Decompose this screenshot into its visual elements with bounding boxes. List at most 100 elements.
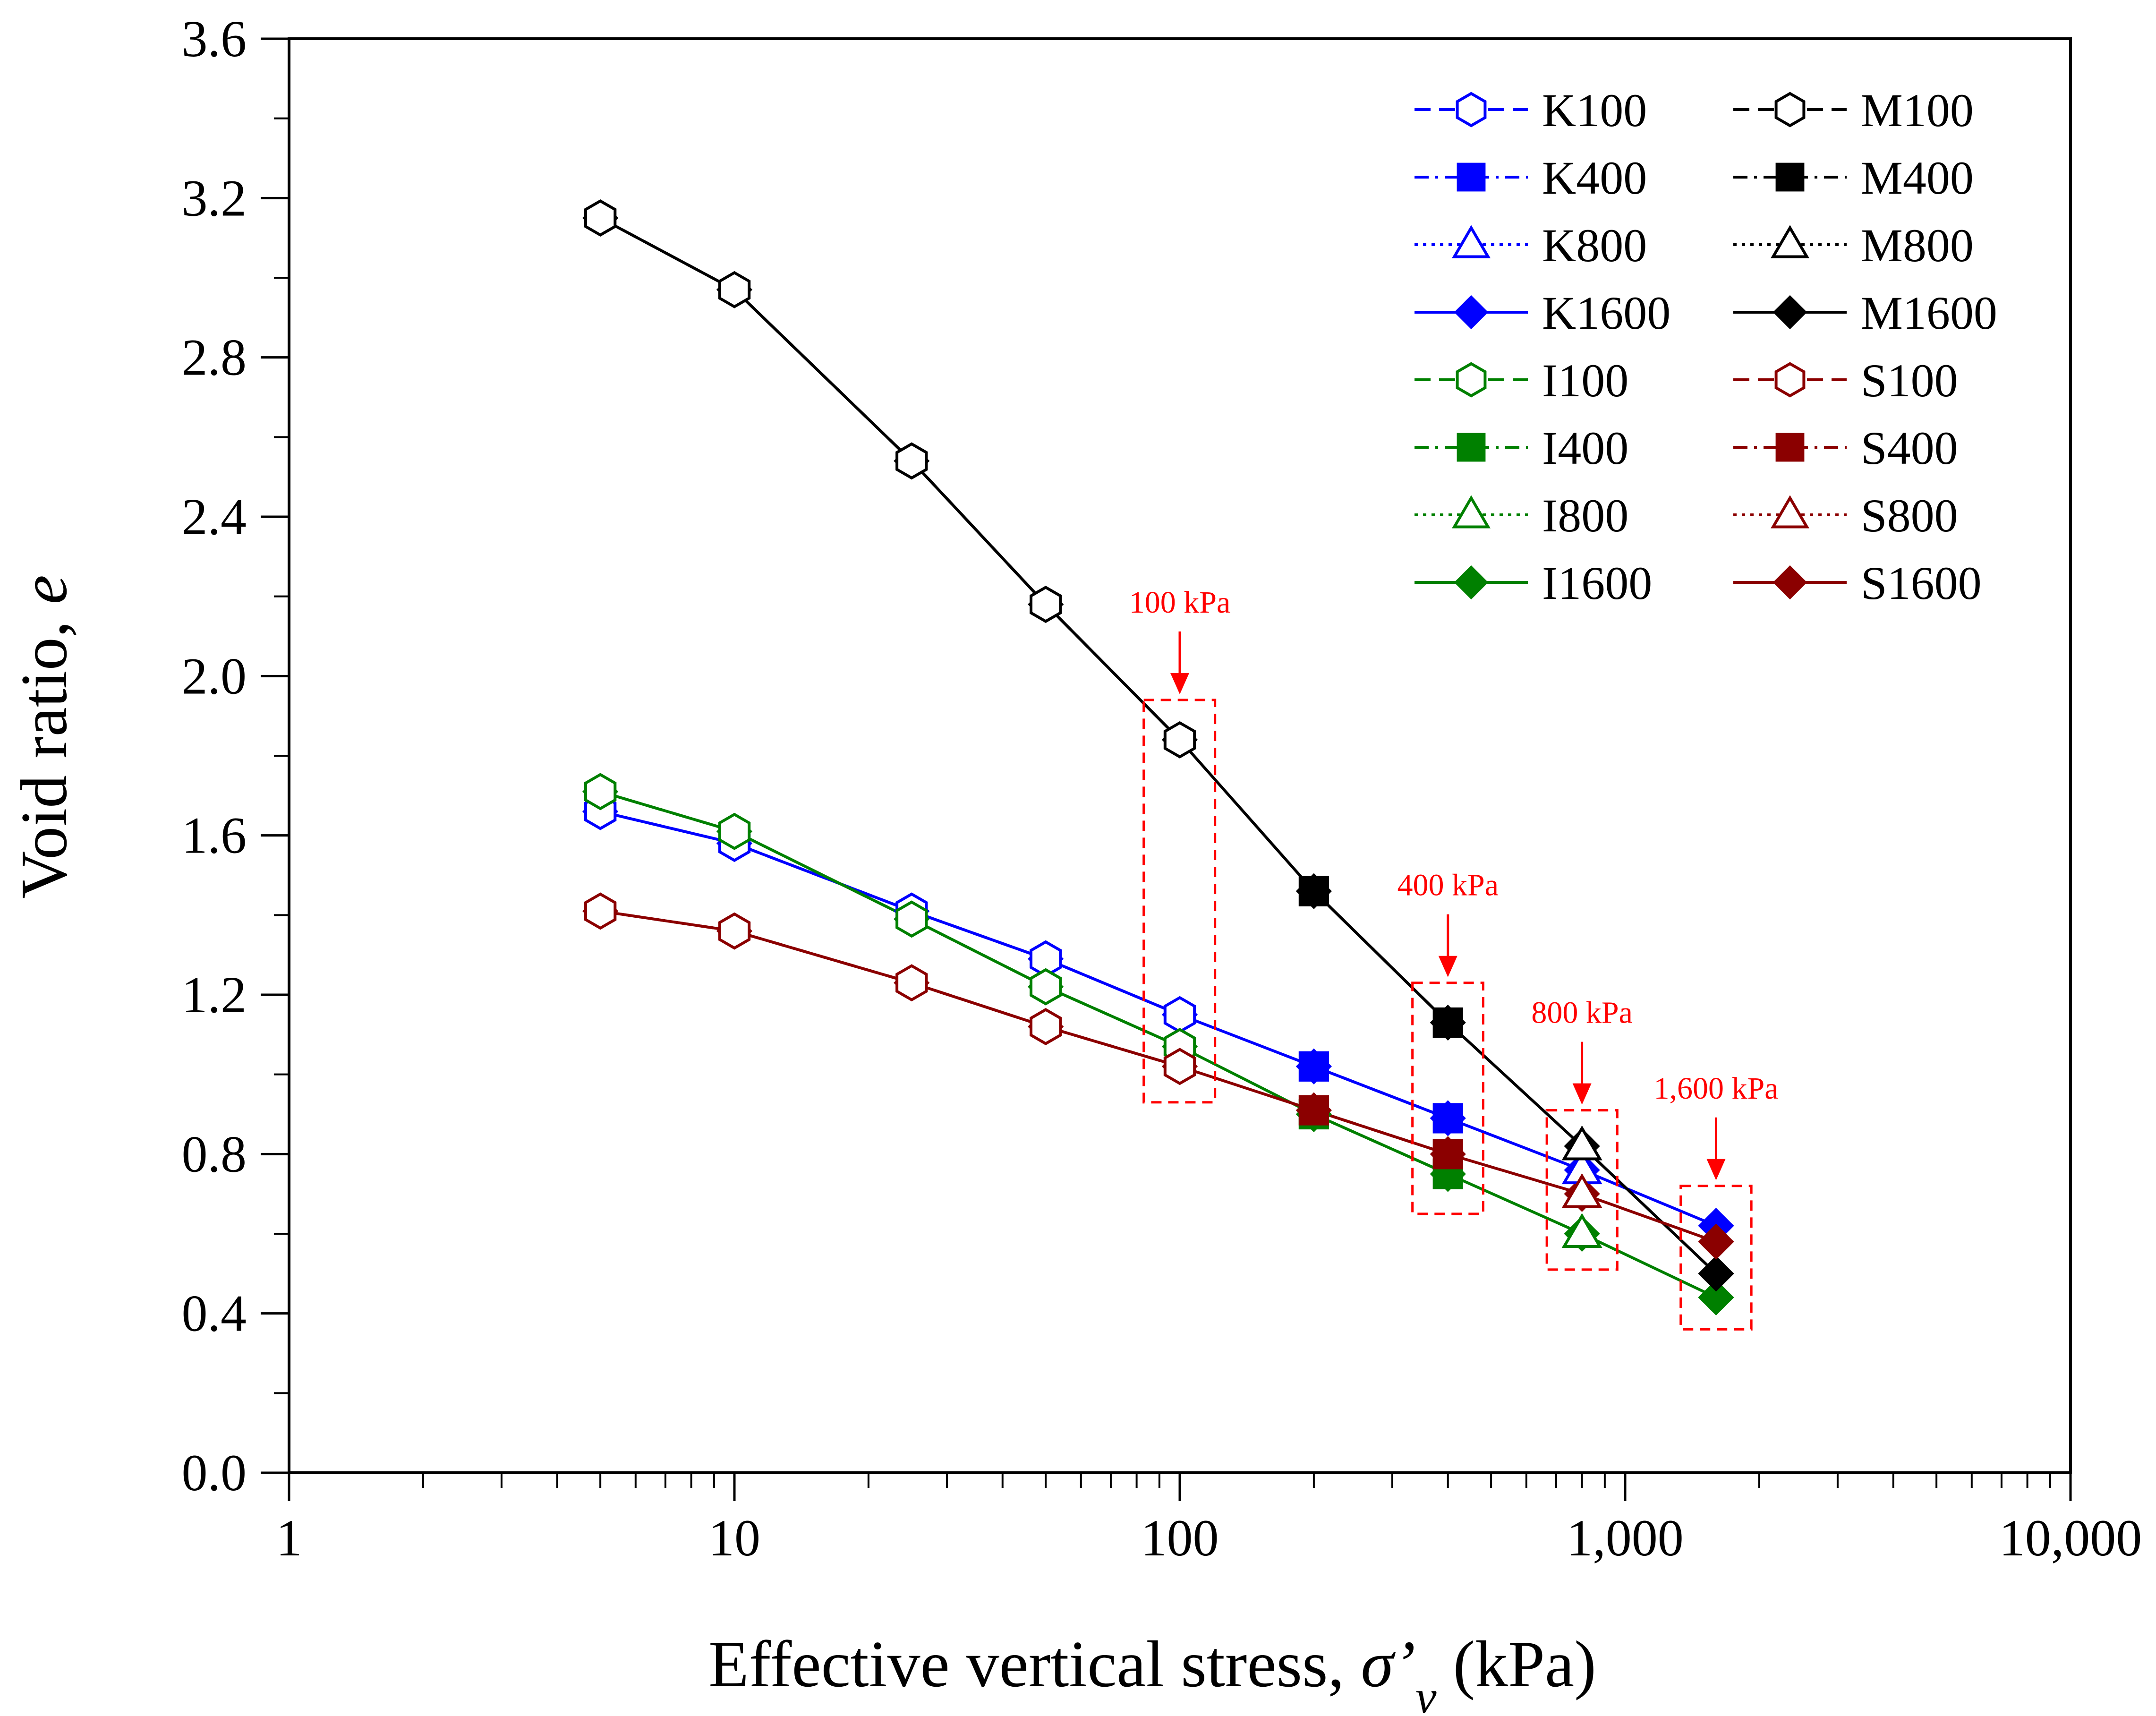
- y-tick-label: 3.2: [182, 169, 247, 227]
- legend-label: M400: [1861, 152, 1974, 204]
- legend-marker: [1775, 162, 1805, 192]
- legend-label: S400: [1861, 422, 1958, 474]
- y-tick-label: 0.8: [182, 1125, 247, 1183]
- annotation-label: 100 kPa: [1129, 585, 1231, 620]
- y-tick-label: 2.4: [182, 488, 247, 546]
- data-point-s100: [1030, 1008, 1062, 1045]
- x-tick-label: 10,000: [1999, 1509, 2142, 1567]
- legend-entry-s1600: S1600: [1733, 557, 1982, 609]
- data-point-k400: [1298, 1051, 1329, 1082]
- y-tick-label: 2.0: [182, 647, 247, 705]
- y-tick-label: 1.6: [182, 807, 247, 864]
- data-point-m100: [895, 442, 928, 480]
- annotation-box: [1411, 982, 1484, 1215]
- y-axis-title-main: Void ratio,: [8, 604, 81, 899]
- legend-marker: [1771, 495, 1809, 529]
- x-axis-title-symbol: σ’: [1361, 1628, 1415, 1701]
- data-point-s800: [1561, 1173, 1602, 1208]
- legend-marker: [1454, 565, 1489, 600]
- x-axis-title-main: Effective vertical stress,: [708, 1628, 1361, 1701]
- legend-entry-m800: M800: [1733, 219, 1974, 272]
- legend-marker: [1774, 92, 1806, 128]
- data-point-m1600: [1698, 1255, 1734, 1292]
- legend-label: S1600: [1861, 557, 1982, 609]
- legend-marker: [1773, 295, 1807, 330]
- data-point-i100: [584, 773, 617, 811]
- x-tick-label: 100: [1141, 1509, 1219, 1567]
- legend-entry-i1600: I1600: [1415, 557, 1652, 609]
- legend-marker: [1773, 565, 1807, 600]
- legend-label: S100: [1861, 354, 1958, 407]
- annotation-box: [1545, 1109, 1619, 1271]
- x-tick-label: 10: [708, 1509, 760, 1567]
- series-layer: [582, 199, 1734, 1316]
- legend-marker: [1452, 225, 1491, 258]
- y-tick-label: 1.2: [182, 966, 247, 1024]
- legend-marker: [1452, 495, 1491, 529]
- legend-entry-i800: I800: [1415, 489, 1628, 542]
- legend-marker: [1457, 162, 1486, 192]
- annotation-box: [1679, 1185, 1753, 1331]
- legend-entry-m1600: M1600: [1733, 287, 1997, 339]
- legend-entry-k400: K400: [1415, 152, 1647, 204]
- data-point-s1600: [1698, 1223, 1734, 1260]
- data-point-s100: [1163, 1048, 1196, 1085]
- x-tick-label: 1: [276, 1509, 302, 1567]
- y-axis-title-symbol: e: [8, 575, 81, 604]
- legend-label: K1600: [1542, 287, 1670, 339]
- annotation-layer: 100 kPa 400 kPa 800 kPa 1,600 kPa: [1129, 585, 1778, 1331]
- legend-entry-k100: K100: [1415, 84, 1647, 137]
- data-point-m100: [1163, 721, 1196, 759]
- annotation-label: 1,600 kPa: [1653, 1071, 1778, 1106]
- data-point-i100: [1030, 968, 1062, 1006]
- legend-entry-s100: S100: [1733, 354, 1958, 407]
- annotation-arrow-head: [1706, 1159, 1726, 1180]
- data-point-i100: [895, 900, 928, 938]
- data-point-m100: [584, 199, 617, 237]
- legend-label: I800: [1542, 489, 1628, 542]
- annotation-arrow-head: [1438, 956, 1457, 977]
- data-point-m400: [1298, 876, 1329, 906]
- legend-entry-k1600: K1600: [1415, 287, 1670, 339]
- y-tick-label: 0.4: [182, 1285, 247, 1342]
- data-point-s100: [718, 912, 751, 950]
- data-point-k400: [1432, 1103, 1463, 1134]
- y-axis-title: Void ratio, e: [8, 575, 81, 899]
- legend-marker: [1454, 295, 1489, 330]
- legend-entry-m400: M400: [1733, 152, 1974, 204]
- x-axis-title: Effective vertical stress, σ’v (kPa): [708, 1628, 1596, 1716]
- y-tick-label: 2.8: [182, 329, 247, 386]
- data-point-s100: [584, 892, 617, 930]
- data-point-s400: [1298, 1095, 1329, 1126]
- data-point-m400: [1432, 1007, 1463, 1038]
- legend-entry-k800: K800: [1415, 219, 1647, 272]
- legend-label: I400: [1542, 422, 1628, 474]
- data-point-m100: [1030, 586, 1062, 623]
- legend-marker: [1774, 362, 1806, 398]
- annotation-arrow-head: [1572, 1083, 1592, 1105]
- legend-entry-i400: I400: [1415, 422, 1628, 474]
- data-point-s100: [895, 964, 928, 1002]
- legend-entry-s800: S800: [1733, 489, 1958, 542]
- legend-label: K400: [1542, 152, 1647, 204]
- legend-label: K800: [1542, 219, 1647, 272]
- x-tick-label: 1,000: [1567, 1509, 1684, 1567]
- x-axis-title-subscript: v: [1415, 1671, 1437, 1716]
- legend-entry-m100: M100: [1733, 84, 1974, 137]
- legend-label: M1600: [1861, 287, 1997, 339]
- legend-label: I1600: [1542, 557, 1652, 609]
- legend-label: M100: [1861, 84, 1974, 137]
- legend-marker: [1456, 92, 1487, 128]
- data-point-m800: [1561, 1125, 1602, 1161]
- legend-label: S800: [1861, 489, 1958, 542]
- annotation-label: 400 kPa: [1397, 868, 1499, 903]
- y-tick-label: 3.6: [182, 10, 247, 68]
- annotation-box: [1142, 699, 1217, 1104]
- axis-layer: 1 10 100 1,000 10,000 0.0 0.4 0.8 1.2 1.6 2.0 2.4 2.…: [182, 10, 2142, 1567]
- legend-label: K100: [1542, 84, 1647, 137]
- annotation-arrow-head: [1170, 673, 1189, 694]
- legend-label: M800: [1861, 219, 1974, 272]
- legend: K100 K400 K800 K1600 I100 I400 I800 I1600 M100 M4…: [1415, 84, 1997, 609]
